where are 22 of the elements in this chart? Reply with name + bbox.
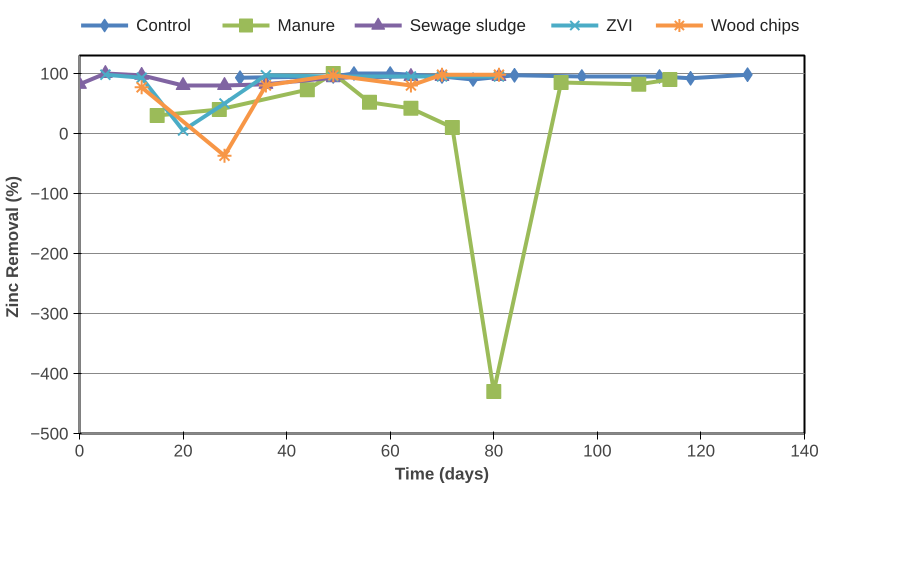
x-tick-label: 0: [74, 442, 84, 460]
x-axis-title: Time (days): [394, 464, 490, 484]
x-tick-label: 60: [380, 442, 400, 460]
y-tick-label: −400: [30, 364, 69, 384]
y-tick-label: 100: [40, 64, 69, 84]
x-tick-label: 140: [790, 442, 819, 460]
x-tick-label: 80: [484, 442, 504, 460]
y-tick-label: −100: [30, 184, 69, 204]
x-tick-label: 100: [583, 442, 612, 460]
x-tick-label: 20: [174, 442, 193, 460]
y-tick-label: 0: [59, 124, 69, 144]
x-tick-label: 40: [277, 442, 296, 460]
legend-label: Manure: [278, 16, 336, 35]
legend-label: Sewage sludge: [410, 16, 526, 35]
legend-label: ZVI: [606, 16, 633, 35]
y-axis-title: Zinc Removal (%): [3, 176, 22, 318]
x-tick-label: 120: [686, 442, 716, 460]
legend-label: Control: [136, 16, 191, 35]
legend-label: Wood chips: [710, 16, 800, 35]
y-tick-label: −300: [30, 304, 69, 324]
y-tick-label: −500: [30, 424, 69, 444]
y-tick-label: −200: [30, 244, 69, 264]
